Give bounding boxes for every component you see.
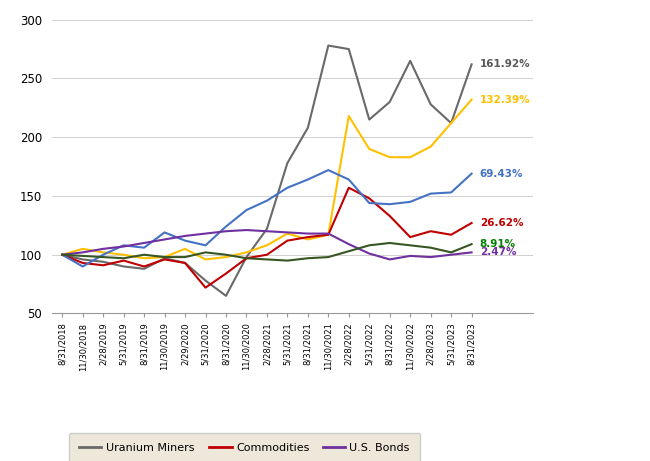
Text: 69.43%: 69.43% (480, 169, 523, 179)
Text: 8.91%: 8.91% (480, 239, 516, 249)
Text: 161.92%: 161.92% (480, 59, 530, 69)
Text: 2.47%: 2.47% (480, 248, 516, 257)
Legend: Uranium Miners, U3O8 Spot Price, Commodities, U.S. Equities, U.S. Bonds, U.S. Do: Uranium Miners, U3O8 Spot Price, Commodi… (69, 433, 420, 461)
Text: 26.62%: 26.62% (480, 218, 523, 228)
Text: 132.39%: 132.39% (480, 95, 530, 105)
